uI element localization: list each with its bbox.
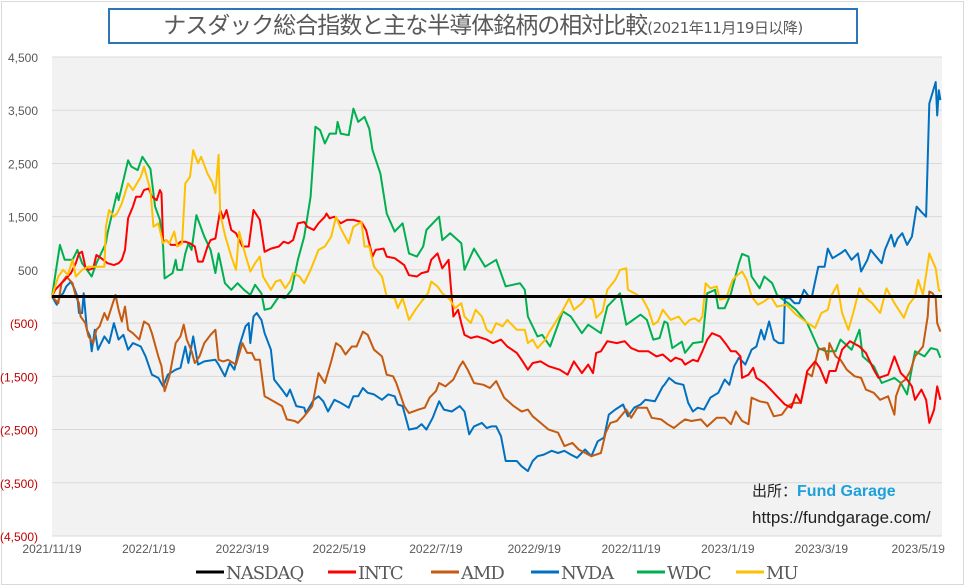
y-tick-label: (1,500) [0, 370, 38, 384]
legend-label-intc: INTC [358, 563, 403, 584]
x-tick-label: 2022/3/19 [216, 542, 270, 556]
y-tick-label: 2,500 [8, 157, 38, 171]
y-tick-label: 4,500 [8, 51, 38, 65]
x-tick-label: 2022/1/19 [122, 542, 176, 556]
x-tick-label: 2023/3/19 [795, 542, 849, 556]
series-line-amd [51, 275, 942, 458]
legend-label-wdc: WDC [667, 563, 711, 584]
legend-label-amd: AMD [460, 563, 504, 584]
series-line-nvda [51, 81, 942, 473]
title-sub: (2021年11月19日以降) [647, 19, 803, 37]
series-line-intc [51, 187, 942, 424]
chart-title: ナスダック総合指数と主な半導体銘柄の相対比較(2021年11月19日以降) [108, 8, 858, 44]
y-tick-label: 3,500 [8, 104, 38, 118]
title-main: ナスダック総合指数と主な半導体銘柄の相対比較 [163, 13, 648, 39]
x-tick-label: 2022/5/19 [312, 542, 366, 556]
y-tick-label: (3,500) [0, 477, 38, 491]
source-label: 出所： [752, 482, 798, 500]
x-tick-label: 2021/11/19 [22, 542, 81, 556]
series-line-wdc [51, 107, 942, 396]
y-tick-label: (4,500) [0, 530, 38, 544]
x-tick-label: 2022/9/19 [508, 542, 562, 556]
series-line-mu [51, 149, 942, 350]
x-tick-label: 2023/5/19 [892, 542, 946, 556]
x-tick-label: 2023/1/19 [701, 542, 755, 556]
y-tick-label: (2,500) [0, 424, 38, 438]
y-tick-label: 500 [18, 264, 38, 278]
x-tick-label: 2022/11/19 [601, 542, 660, 556]
y-tick-label: 1,500 [8, 211, 38, 225]
source-annotation: 出所：Fund Garage [752, 480, 896, 501]
source-name: Fund Garage [797, 483, 896, 500]
y-tick-label: (500) [10, 317, 38, 331]
legend-label-mu: MU [766, 563, 798, 584]
x-tick-label: 2022/7/19 [409, 542, 463, 556]
legend-label-nvda: NVDA [561, 563, 615, 584]
legend-label-nasdaq: NASDAQ [226, 563, 304, 584]
source-url[interactable]: https://fundgarage.com/ [752, 508, 931, 527]
